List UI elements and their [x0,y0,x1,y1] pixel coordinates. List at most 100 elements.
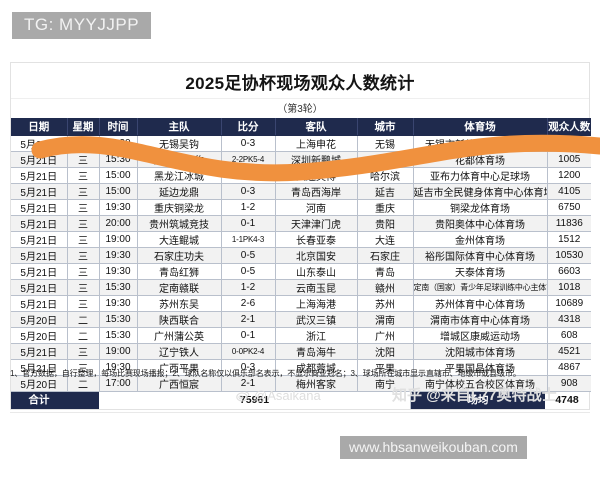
table-row: 5月21日三 15:00 延边龙鼎 0-3 青岛西海岸 延吉 延吉市全民健身体育中心体育场 4… [11,183,591,200]
cell-date: 5月21日 [11,343,68,360]
cell-venue: 贵阳奥体中心体育场 [413,215,548,232]
cell-weekday: 三 [67,247,100,264]
cell-home-team: 黑龙江冰城 [137,167,222,184]
cell-date: 5月20日 [11,375,68,392]
cell-date: 5月21日 [11,231,68,248]
cell-weekday: 二 [67,311,100,328]
cell-city: 沈阳 [357,343,414,360]
cell-time: 17:00 [99,375,138,392]
table-row: 5月21日三 19:30 石家庄功夫 0-5 北京国安 石家庄 裕彤国际体育中心体育场 105… [11,247,591,264]
weibo-handle: @Asaikana [254,388,321,403]
cell-attendance: 1018 [547,279,591,296]
cell-attendance: 11836 [547,215,591,232]
cell-home-team: 延边龙鼎 [137,183,222,200]
cell-city: 延吉 [357,183,414,200]
cell-city: 苏州 [357,295,414,312]
cell-time: 15:30 [99,279,138,296]
cell-away-team: 深圳新鹏城 [275,151,358,168]
cell-home-team: 大连鲲城 [137,231,222,248]
cell-date: 5月20日 [11,327,68,344]
cell-home-team: 广西平果 [137,359,222,376]
cell-away-team: 成都蓉城 [275,359,358,376]
cell-attendance: 1005 [547,151,591,168]
cell-venue: 平果国晶体育场 [413,359,548,376]
cell-venue: 金州体育场 [413,231,548,248]
cell-date: 5月21日 [11,151,68,168]
cell-date: 5月21日 [11,199,68,216]
cell-date: 5月21日 [11,135,68,152]
cell-weekday: 二 [67,375,100,392]
cell-city: 渭南 [357,311,414,328]
cell-time: 19:30 [99,295,138,312]
cell-attendance: 10689 [547,295,591,312]
cell-away-team: 青岛海牛 [275,343,358,360]
cell-weekday: 三 [67,135,100,152]
cell-time: 15:30 [99,151,138,168]
cell-score: 1-1PK4-3 [221,231,276,248]
cell-score: 1-2 [221,199,276,216]
cell-score: 0-3 [221,183,276,200]
weibo-watermark: @Asaikana [236,388,321,403]
cell-home-team: 石家庄功夫 [137,247,222,264]
cell-away-team: 青岛西海岸 [275,183,358,200]
column-header-venue: 体育场 [413,118,548,136]
cell-weekday: 三 [67,215,100,232]
column-header-away-team: 客队 [275,118,358,136]
column-header-city: 城市 [357,118,414,136]
table-row: 5月21日三 15:00 黑龙江冰城 1-5 大连英博 哈尔滨 亚布力体育中心足球场 1200 [11,167,591,184]
cell-home-team: 定南赣联 [137,279,222,296]
cell-date: 5月21日 [11,167,68,184]
cell-weekday: 三 [67,231,100,248]
cell-time: 19:30 [99,263,138,280]
table-row: 5月21日三 19:30 苏州东吴 2-6 上海海港 苏州 苏州体育中心体育场 10689 [11,295,591,312]
cell-home-team: 重庆铜梁龙 [137,199,222,216]
cell-time: 15:00 [99,183,138,200]
cell-city: 南宁 [357,375,414,392]
cell-home-team: 广东广州豹 [137,151,222,168]
cell-score: 0-5 [221,263,276,280]
cell-time: 19:30 [99,199,138,216]
cell-attendance: 4521 [547,343,591,360]
cell-away-team: 大连英博 [275,167,358,184]
cell-attendance: 908 [547,375,591,392]
cell-weekday: 三 [67,279,100,296]
total-label: 合计 [11,392,67,409]
page-subtitle: （第3轮） [11,99,589,118]
cell-away-team: 梅州客家 [275,375,358,392]
average-attendance: 4748 [545,392,589,409]
cell-score: 0-0PK2-4 [221,343,276,360]
cell-time: 20:00 [99,215,138,232]
cell-time: 19:00 [99,231,138,248]
bottom-divider [10,412,590,413]
cell-venue: 亚布力体育中心足球场 [413,167,548,184]
cell-city: 赣州 [357,279,414,296]
cell-away-team: 上海申花 [275,135,358,152]
cell-away-team: 云南玉昆 [275,279,358,296]
cell-venue: 无锡市新体育中心体育场 [413,135,548,152]
cell-home-team: 辽宁铁人 [137,343,222,360]
statistics-sheet: 2025足协杯现场观众人数统计 （第3轮） 日期 星期 时间 主队 比分 客队 … [10,62,591,410]
cell-away-team: 上海海港 [275,295,358,312]
cell-home-team: 广西恒宸 [137,375,222,392]
site-watermark: www.hbsanweikouban.com [340,436,527,459]
cell-away-team: 武汉三镇 [275,311,358,328]
cell-venue: 花都体育场 [413,151,548,168]
cell-attendance: 4867 [547,359,591,376]
cell-city: 大连 [357,231,414,248]
table-row: 5月21日三 19:00 辽宁铁人 0-0PK2-4 青岛海牛 沈阳 沈阳城市体育场 4521 [11,343,591,360]
page-title: 2025足协杯现场观众人数统计 [11,63,589,99]
total-label-filler [67,392,99,409]
column-header-home-team: 主队 [137,118,222,136]
total-row: 合计 75961 场均 4748 [11,392,589,409]
cell-attendance: 1512 [547,231,591,248]
footnote: 1、官方数据，自行整理，每场比赛现场播报；2、球队名称仅以俱乐部名表示，不显示商… [10,369,521,378]
cell-time: 15:00 [99,167,138,184]
cell-venue: 裕彤国际体育中心体育场 [413,247,548,264]
cell-venue: 渭南市体育中心体育场 [413,311,548,328]
cell-home-team: 陕西联合 [137,311,222,328]
table-row: 5月21日三 19:30 广西平果 0-3 成都蓉城 平果 平果国晶体育场 4867 [11,359,591,376]
cell-city: 无锡 [357,135,414,152]
cell-home-team: 贵州筑城竞技 [137,215,222,232]
cell-score: 0-3 [221,135,276,152]
cell-weekday: 三 [67,199,100,216]
